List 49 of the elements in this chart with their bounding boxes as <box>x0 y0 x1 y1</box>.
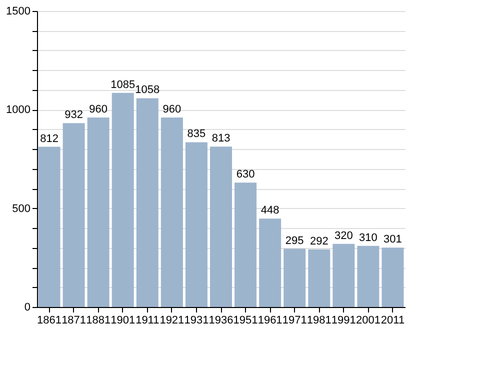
x-tick-label: 1871 <box>62 314 86 326</box>
data-label: 630 <box>236 168 255 181</box>
x-tick-label: 1931 <box>184 314 209 326</box>
data-label: 835 <box>187 128 206 140</box>
bar <box>382 248 404 307</box>
bar <box>136 98 158 307</box>
x-tick-label: 2001 <box>356 314 380 326</box>
x-tick-label: 1961 <box>258 314 282 326</box>
data-label: 812 <box>40 132 58 145</box>
data-label: 448 <box>260 204 280 217</box>
x-tick-label: 1981 <box>306 314 332 326</box>
bar <box>284 248 306 307</box>
data-label: 960 <box>89 104 108 116</box>
data-label: 310 <box>359 232 378 244</box>
x-tick-label: 1861 <box>37 314 62 326</box>
bar <box>332 244 355 307</box>
data-label: 292 <box>310 235 328 248</box>
bar <box>38 146 60 307</box>
bar <box>210 146 232 307</box>
y-tick-label: 0 <box>24 302 30 314</box>
bar <box>308 249 330 307</box>
y-tick-label: 1500 <box>6 6 30 18</box>
x-tick-label: 1901 <box>110 314 136 326</box>
data-label: 960 <box>162 104 182 116</box>
x-tick-label: 1911 <box>136 314 160 326</box>
data-label: 1085 <box>110 78 136 91</box>
data-label: 301 <box>384 234 402 246</box>
bar <box>160 118 183 307</box>
data-label: 932 <box>64 109 83 122</box>
bar <box>234 182 257 307</box>
bar <box>357 246 380 307</box>
data-label: 320 <box>334 230 353 242</box>
data-label: 1058 <box>135 84 160 96</box>
x-tick-label: 1951 <box>233 314 258 326</box>
x-tick-label: 2011 <box>380 314 405 326</box>
x-tick-label: 1936 <box>208 314 234 326</box>
x-tick-label: 1921 <box>160 314 184 326</box>
bar <box>259 218 282 307</box>
x-tick-label: 1991 <box>331 314 356 326</box>
data-label: 295 <box>285 234 304 247</box>
bar <box>62 123 85 307</box>
bar <box>185 142 208 307</box>
data-label: 813 <box>212 132 230 145</box>
x-tick-label: 1881 <box>86 314 111 326</box>
y-tick-label: 1000 <box>6 104 30 116</box>
bar <box>87 118 110 307</box>
y-tick-label: 500 <box>12 202 30 215</box>
bar <box>112 92 134 307</box>
x-tick-label: 1971 <box>282 314 307 326</box>
